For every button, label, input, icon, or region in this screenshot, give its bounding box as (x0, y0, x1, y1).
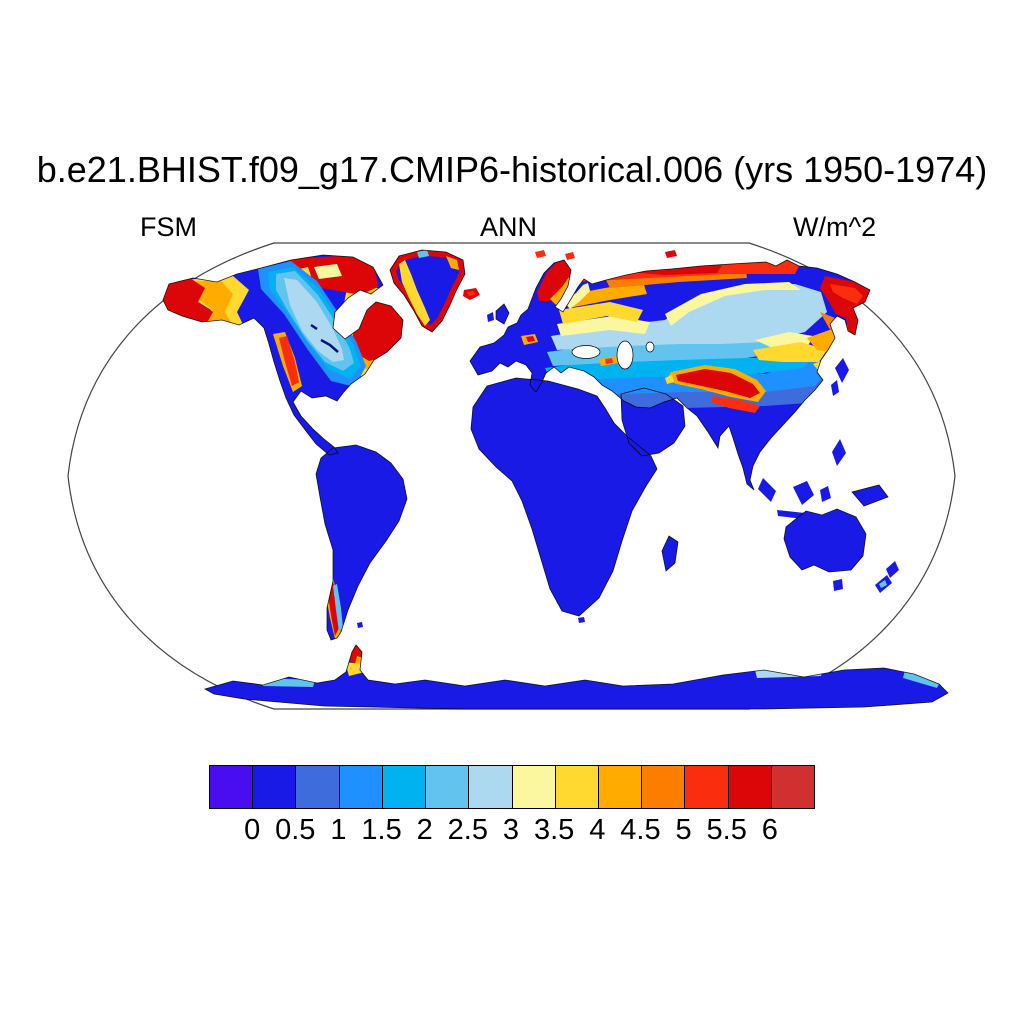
colorbar-cell (295, 766, 339, 808)
colorbar-cell (684, 766, 728, 808)
colorbar-tick-label: 3 (502, 814, 520, 846)
colorbar-tick-label: 2.5 (447, 814, 489, 846)
colorbar-cell (770, 766, 815, 808)
colorbar-ticks: 0 0.5 1 1.5 2 2.5 3 3.5 4 4.5 5 5.5 6 (209, 814, 813, 846)
colorbar-cell (468, 766, 512, 808)
colorbar-cell (727, 766, 771, 808)
colorbar-cell (554, 766, 598, 808)
colorbar-cell (597, 766, 642, 808)
colorbar-tick-label: 1 (330, 814, 347, 846)
robinson-map-svg (67, 242, 956, 710)
colorbar-tick-label: 1.5 (361, 814, 402, 846)
colorbar-cell (210, 766, 253, 808)
colorbar-tick-label: 4.5 (620, 814, 661, 846)
colorbar-tick-label: 3.5 (533, 814, 575, 846)
variable-label: FSM (140, 212, 197, 242)
season-label: ANN (480, 212, 538, 242)
colorbar (209, 765, 815, 809)
colorbar-tick-label: 5 (675, 814, 692, 846)
world-map (65, 240, 958, 712)
colorbar-cell (511, 766, 555, 808)
colorbar-tick-label: 6 (761, 814, 778, 846)
colorbar-cell (381, 766, 426, 808)
colorbar-cell (641, 766, 685, 808)
colorbar-tick-label: 4 (589, 814, 606, 846)
colorbar-tick-label: 5.5 (706, 814, 747, 846)
colorbar-cell (252, 766, 296, 808)
page-title: b.e21.BHIST.f09_g17.CMIP6-historical.006… (36, 149, 988, 190)
colorbar-tick-label: 2 (416, 814, 433, 846)
colorbar-tick-label: 0 (244, 814, 261, 846)
colorbar-tick-label: 0.5 (275, 814, 316, 846)
units-label: W/m^2 (793, 212, 877, 242)
colorbar-cell (425, 766, 469, 808)
colorbar-cell (338, 766, 382, 808)
